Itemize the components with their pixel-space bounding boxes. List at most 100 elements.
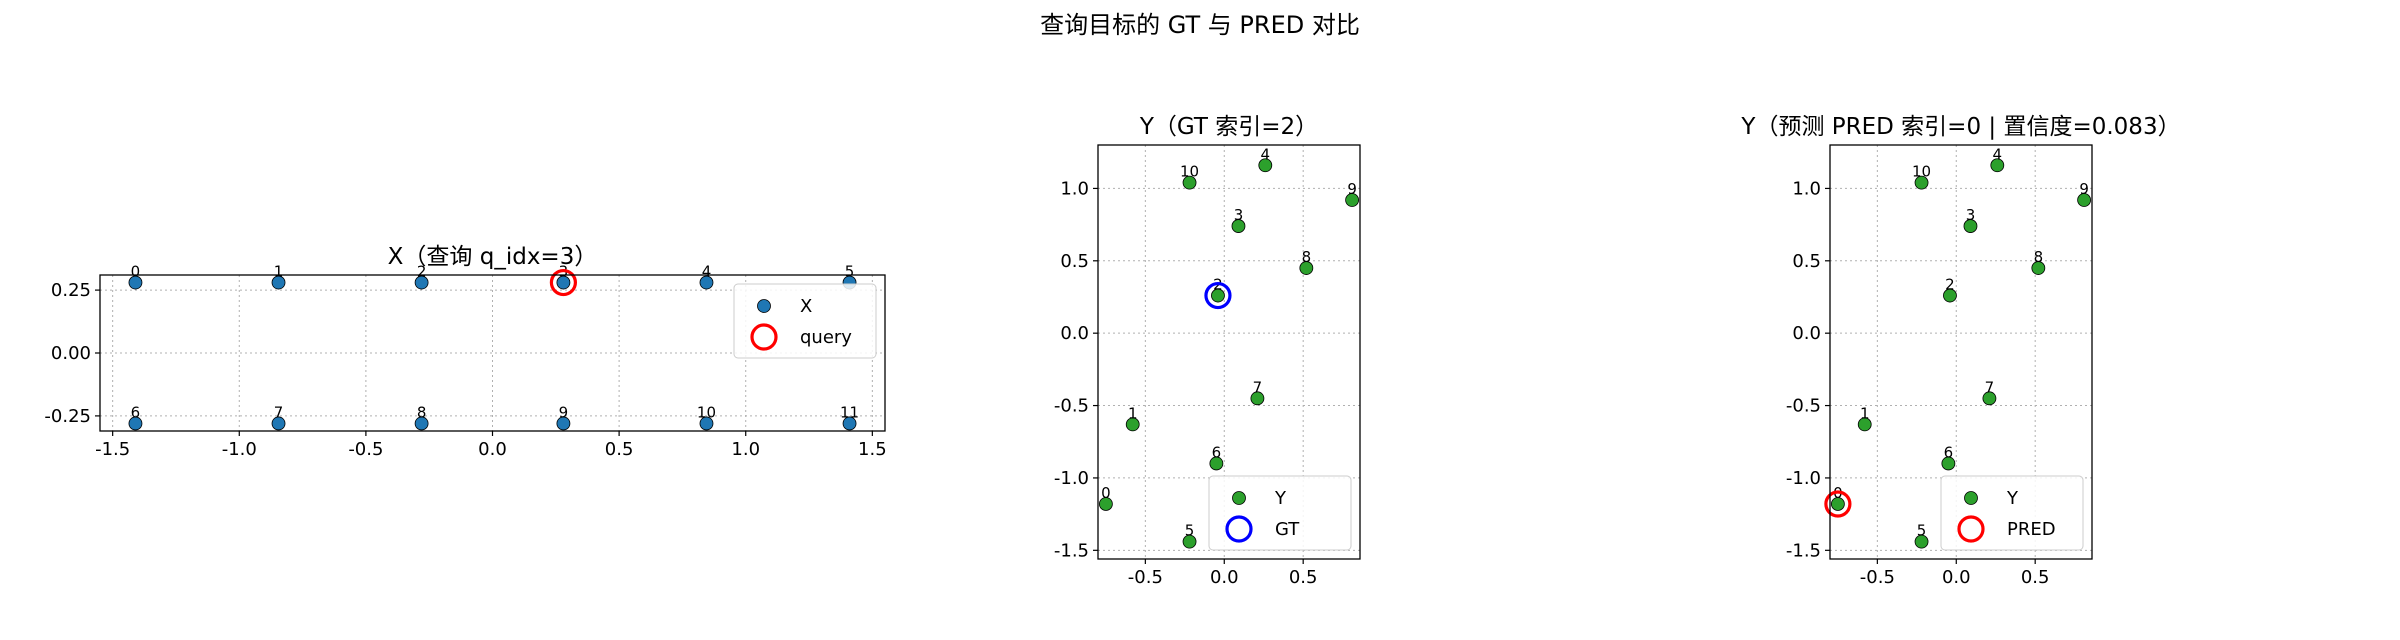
point-label: 8 [417,403,427,421]
data-point-1 [1857,417,1872,432]
point-label: 1 [274,263,284,281]
legend-ring-marker [1225,515,1253,543]
legend-label-series: Y [1274,488,1287,509]
data-point-7 [1982,391,1997,406]
x-tick-label: -0.5 [1128,567,1163,588]
x-tick-label: -0.5 [348,439,383,460]
data-point-2 [1943,288,1957,303]
data-point-0 [1830,497,1845,511]
data-point-0 [128,275,143,290]
point-label: 9 [1347,180,1357,198]
data-point-5 [1914,534,1929,549]
y-tick-label: 0.00 [51,343,91,364]
data-point-3 [1231,219,1246,233]
point-label: 0 [131,263,141,281]
legend-label-marker: query [800,327,852,348]
x-tick-label: 0.0 [1942,567,1971,588]
point-label: 5 [1917,522,1927,540]
chart-panel-1: -0.5 0.0 0.5-1.5-1.0-0.50.00.51.0012345678… [1054,114,1361,588]
data-point-8 [414,416,429,431]
point-label: 0 [1101,484,1111,502]
data-point-7 [271,416,286,431]
legend-label-series: Y [2006,488,2019,509]
legend-point-marker [1964,491,1978,505]
point-label: 10 [1180,163,1199,181]
legend-ring-marker [750,323,778,351]
data-point-10 [1914,175,1929,190]
legend-point-marker [1232,491,1246,505]
legend-point-marker [757,299,771,313]
data-point-10 [1182,175,1197,190]
point-label: 7 [1253,378,1263,396]
point-label: 2 [1945,276,1955,294]
point-label: 5 [1185,522,1195,540]
point-label: 2 [417,263,427,281]
gt-highlight-ring [1204,281,1232,310]
y-tick-label: 1.0 [1060,178,1089,199]
x-tick-label: -1.0 [222,439,257,460]
chart-title: X（查询 q_idx=3） [388,244,598,270]
chart-title: Y（GT 索引=2） [1139,114,1318,140]
data-point-4 [1258,158,1273,173]
x-tick-label: 0.5 [2021,567,2050,588]
x-tick-label: 0.5 [1289,567,1318,588]
y-tick-label: -1.5 [1786,540,1821,561]
data-point-0 [1098,497,1113,511]
data-point-2 [1211,288,1225,303]
data-point-8 [1299,261,1314,275]
point-label: 6 [131,403,141,421]
pred-highlight-ring [1824,490,1852,518]
data-point-1 [271,275,286,290]
y-tick-label: 0.5 [1060,251,1089,272]
y-tick-label: 0.5 [1792,251,1821,272]
point-label: 11 [840,403,859,421]
point-label: 6 [1944,443,1954,461]
legend-label-marker: PRED [2007,519,2056,540]
data-point-2 [414,275,429,290]
point-label: 3 [1234,206,1244,224]
y-tick-label: 0.0 [1060,323,1089,344]
data-point-3 [556,275,571,290]
point-label: 9 [559,403,569,421]
legend-label-series: X [800,296,812,317]
point-label: 7 [274,403,284,421]
data-point-9 [2077,193,2092,207]
point-label: 1 [1128,404,1138,422]
figure-title: 查询目标的 GT 与 PRED 对比 [1040,11,1360,39]
panels: -1.5 -1.0 -0.5 0.0 0.5 1.0 1.5-0.250.000.250 1 2… [44,114,2180,588]
y-tick-label: -1.0 [1054,468,1089,489]
point-label: 6 [1212,443,1222,461]
point-label: 10 [1912,163,1931,181]
point-label: 3 [1966,206,1976,224]
data-point-6 [128,416,143,431]
chart-panel-2: -0.5 0.0 0.5-1.5-1.0-0.50.00.51.0012345678… [1740,114,2180,588]
chart-title: Y（预测 PRED 索引=0 | 置信度=0.083） [1740,114,2180,140]
point-label: 8 [2034,248,2044,266]
data-point-10 [699,416,714,431]
y-tick-label: -0.25 [44,406,91,427]
legend: Y PRED [1940,475,2084,551]
y-tick-label: -1.5 [1054,540,1089,561]
point-label: 9 [2079,180,2089,198]
y-tick-label: 0.25 [51,280,91,301]
axes-frame [1097,144,1361,560]
data-point-5 [1182,534,1197,549]
x-tick-label: -0.5 [1860,567,1895,588]
data-point-9 [556,416,571,431]
legend-label-marker: GT [1275,519,1300,540]
axes-frame [1829,144,2093,560]
data-point-6 [1209,456,1224,471]
x-tick-label: 0.0 [478,439,507,460]
data-point-3 [1963,219,1978,233]
data-point-4 [1990,158,2005,173]
y-tick-label: -0.5 [1054,396,1089,417]
data-point-6 [1941,456,1956,471]
data-point-7 [1250,391,1265,406]
x-tick-label: 0.5 [605,439,634,460]
data-point-1 [1125,417,1140,432]
chart-panel-0: -1.5 -1.0 -0.5 0.0 0.5 1.0 1.5 -0.25 0.00 0.25 0 1 2… [44,244,886,460]
point-label: 4 [702,263,712,281]
legend: Y GT [1208,475,1352,551]
